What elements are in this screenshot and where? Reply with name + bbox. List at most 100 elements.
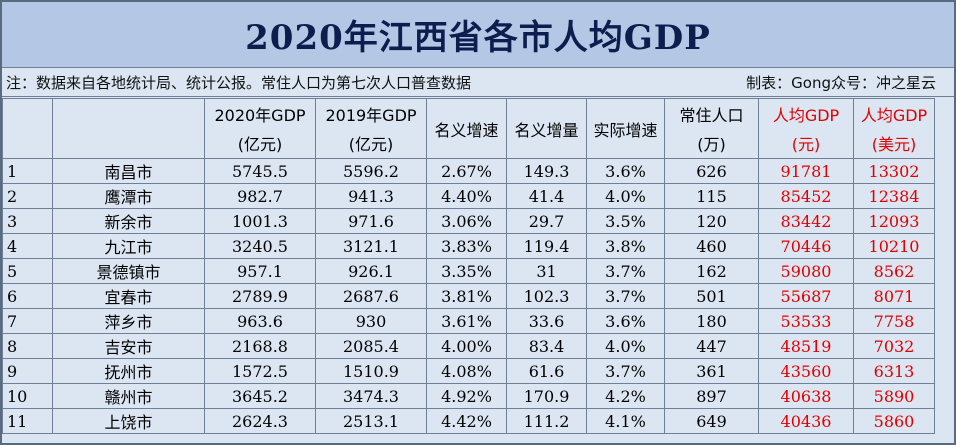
population: 162 [664,258,759,284]
city-name: 吉安市 [52,333,205,359]
per-capita-cny: 55687 [758,283,854,309]
row-index: 8 [2,333,53,359]
real-rate: 4.0% [586,183,665,209]
gdp-2020: 963.6 [204,308,316,334]
nominal-amount: 29.7 [506,208,587,234]
per-capita-cny: 59080 [758,258,854,284]
per-capita-usd: 12093 [853,208,935,234]
gdp2020-header: 2020年GDP [204,98,316,129]
note-row: 注：数据来自各地统计局、统计公报。常住人口为第七次人口普查数据 制表：Gong众… [2,69,954,97]
city-name: 南昌市 [52,158,205,184]
table-row: 11 上饶市 2624.3 2513.1 4.42% 111.2 4.1% 649 40436 5… [2,408,935,434]
per-capita-usd: 8071 [853,283,935,309]
row-index: 1 [2,158,53,184]
real-rate: 3.5% [586,208,665,234]
nominal-rate: 4.00% [426,333,507,359]
city-name: 景德镇市 [52,258,205,284]
gdp-2020: 2789.9 [204,283,316,309]
population: 447 [664,333,759,359]
gdp-2019: 941.3 [315,183,427,209]
population: 115 [664,183,759,209]
city-name: 抚州市 [52,358,205,384]
gdp-table: 2020年GDP 2019年GDP 名义增速 名义增量 实际增速 常住人口 人均… [2,98,935,434]
per-capita-usd: 5890 [853,383,935,409]
nominal-rate: 4.42% [426,408,507,434]
real-rate: 3.7% [586,283,665,309]
nominal-rate: 3.83% [426,233,507,259]
gdp-2020: 1572.5 [204,358,316,384]
table-row: 1 南昌市 5745.5 5596.2 2.67% 149.3 3.6% 626 91781 13… [2,158,935,184]
nominal-amount: 102.3 [506,283,587,309]
gdp2019-unit: (亿元) [315,128,427,159]
table-row: 4 九江市 3240.5 3121.1 3.83% 119.4 3.8% 460 70446 10… [2,233,935,259]
population: 501 [664,283,759,309]
table-row: 5 景德镇市 957.1 926.1 3.35% 31 3.7% 162 59080 8562 [2,258,935,284]
table-row: 8 吉安市 2168.8 2085.4 4.00% 83.4 4.0% 447 48519 703… [2,333,935,359]
real-rate: 4.2% [586,383,665,409]
city-header [52,98,205,159]
per-capita-cny: 70446 [758,233,854,259]
per-capita-usd-unit: (美元) [853,128,935,159]
nominal-amount: 83.4 [506,333,587,359]
gdp-2020: 3645.2 [204,383,316,409]
gdp-2020: 5745.5 [204,158,316,184]
nominal-rate: 3.61% [426,308,507,334]
nominal-rate: 4.40% [426,183,507,209]
per-capita-cny: 91781 [758,158,854,184]
city-name: 萍乡市 [52,308,205,334]
gdp-2020: 3240.5 [204,233,316,259]
nominal-rate: 2.67% [426,158,507,184]
row-index: 7 [2,308,53,334]
header-row-1: 2020年GDP 2019年GDP 名义增速 名义增量 实际增速 常住人口 人均… [2,98,935,159]
per-capita-cny: 83442 [758,208,854,234]
gdp-2019: 926.1 [315,258,427,284]
population: 897 [664,383,759,409]
real-rate: 3.8% [586,233,665,259]
table-row: 2 鹰潭市 982.7 941.3 4.40% 41.4 4.0% 115 85452 12384 [2,183,935,209]
nominal-rate-header: 名义增速 [426,98,507,159]
gdp-2020: 982.7 [204,183,316,209]
row-index: 11 [2,408,53,434]
row-index: 4 [2,233,53,259]
row-index: 5 [2,258,53,284]
nominal-rate: 3.06% [426,208,507,234]
nominal-amount-header: 名义增量 [506,98,587,159]
per-capita-usd: 6313 [853,358,935,384]
per-capita-cny-unit: (元) [758,128,854,159]
real-rate: 4.1% [586,408,665,434]
gdp-2019: 2513.1 [315,408,427,434]
source-note: 注：数据来自各地统计局、统计公报。常住人口为第七次人口普查数据 [6,74,472,92]
city-name: 上饶市 [52,408,205,434]
nominal-amount: 119.4 [506,233,587,259]
gdp2019-header: 2019年GDP [315,98,427,129]
gdp-2019: 5596.2 [315,158,427,184]
gdp-2019: 2085.4 [315,333,427,359]
row-index: 3 [2,208,53,234]
per-capita-usd-header: 人均GDP [853,98,935,129]
per-capita-cny-header: 人均GDP [758,98,854,129]
gdp-2019: 930 [315,308,427,334]
population: 649 [664,408,759,434]
per-capita-usd: 7758 [853,308,935,334]
nominal-rate: 3.35% [426,258,507,284]
city-name: 宜春市 [52,283,205,309]
nominal-rate: 3.81% [426,283,507,309]
per-capita-usd: 13302 [853,158,935,184]
nominal-rate: 4.08% [426,358,507,384]
population: 361 [664,358,759,384]
page-title: 2020年江西省各市人均GDP [245,18,711,58]
per-capita-usd: 8562 [853,258,935,284]
gdp-2020: 2624.3 [204,408,316,434]
per-capita-usd: 10210 [853,233,935,259]
real-rate-header: 实际增速 [586,98,665,159]
real-rate: 3.6% [586,308,665,334]
per-capita-cny: 40638 [758,383,854,409]
row-index: 10 [2,383,53,409]
header-row-2: (亿元) (亿元) (万) (元) (美元) [3,128,935,159]
population-header: 常住人口 [664,98,759,129]
nominal-amount: 31 [506,258,587,284]
gdp-2019: 3121.1 [315,233,427,259]
table-row: 6 宜春市 2789.9 2687.6 3.81% 102.3 3.7% 501 55687 80… [2,283,935,309]
population: 180 [664,308,759,334]
